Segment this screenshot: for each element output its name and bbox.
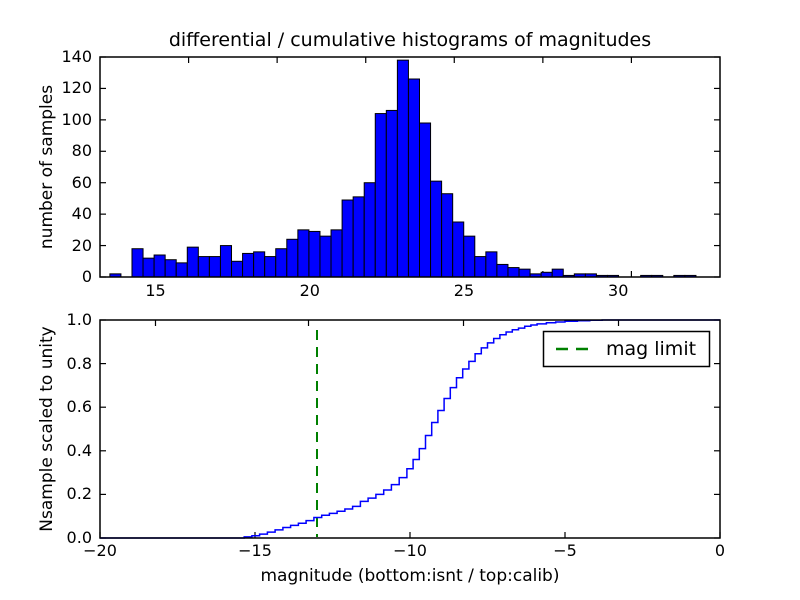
top-x-tick-label: 25 [453,281,475,300]
bottom-y-tick-label: 0.6 [66,397,92,417]
histogram-bar [142,257,155,278]
histogram-bar [197,256,210,278]
x-axis-label: magnitude (bottom:isnt / top:calib) [260,566,560,586]
histogram-bar [463,235,476,278]
bottom-x-tick-label: −20 [83,541,117,560]
histogram-bar [297,229,310,278]
histogram-bar [507,267,520,278]
histogram-bar [153,254,166,278]
histogram-bar [186,246,199,278]
histogram-bar [374,113,387,278]
histogram-bar [219,245,233,278]
histogram-bar [496,263,509,278]
histogram-bar [341,199,354,278]
histogram-bar [253,251,266,278]
top-y-axis-label: number of samples [37,84,57,250]
bottom-y-tick-label: 0.0 [66,528,92,547]
bottom-y-tick-label: 0.4 [66,440,92,460]
bottom-y-tick-label: 0.8 [66,353,92,373]
histogram-bar [208,256,221,278]
top-y-tick-label: 140 [61,47,92,66]
histogram-bar [396,59,409,278]
chart-title: differential / cumulative histograms of … [168,29,652,51]
histogram-bar [175,262,188,278]
histogram-bar [330,229,343,278]
top-y-tick-label: 100 [61,109,92,129]
legend-label: mag limit [606,338,697,360]
bottom-x-tick-label: 0 [714,541,726,560]
top-y-tick-label: 40 [71,204,92,224]
top-plot-border [99,56,721,278]
top-y-tick-label: 80 [71,141,92,161]
histogram-bar [363,182,376,278]
legend-box [542,330,711,368]
histogram-bar [319,235,332,278]
top-y-tick-label: 0 [81,267,92,286]
histogram-bar [242,252,255,278]
top-y-tick-label: 60 [71,172,92,192]
histogram-bar [286,238,299,278]
histogram-bar [518,268,531,278]
histogram-bar [474,256,487,278]
bottom-x-tick-label: −10 [393,541,427,560]
histogram-bar [352,196,365,278]
histogram-bar [551,268,564,278]
histogram-bar [308,230,321,278]
cumulative-curve [100,319,720,539]
bottom-plot-border [99,319,721,539]
top-x-tick-label: 20 [299,281,320,300]
bottom-y-tick-label: 1.0 [66,310,92,329]
histogram-bar [385,109,398,278]
histogram-bar [264,256,277,278]
top-x-tick-label: 15 [145,281,166,300]
histogram-bar [275,248,288,278]
histogram-bar [231,260,244,278]
histogram-bar [419,122,432,278]
top-y-tick-label: 20 [71,235,92,255]
top-y-tick-label: 120 [61,78,92,98]
histogram-bar [485,251,498,278]
top-x-tick-label: 30 [608,281,629,300]
histogram-bar [441,193,454,278]
histogram-bar [407,78,421,278]
histogram-bar [164,259,177,278]
bottom-y-tick-label: 0.2 [66,484,92,504]
bottom-x-tick-label: −5 [553,541,577,560]
histogram-bar [452,221,465,278]
bottom-x-tick-label: −15 [238,541,272,560]
histogram-bar [131,248,144,278]
histogram-bar [430,180,443,278]
